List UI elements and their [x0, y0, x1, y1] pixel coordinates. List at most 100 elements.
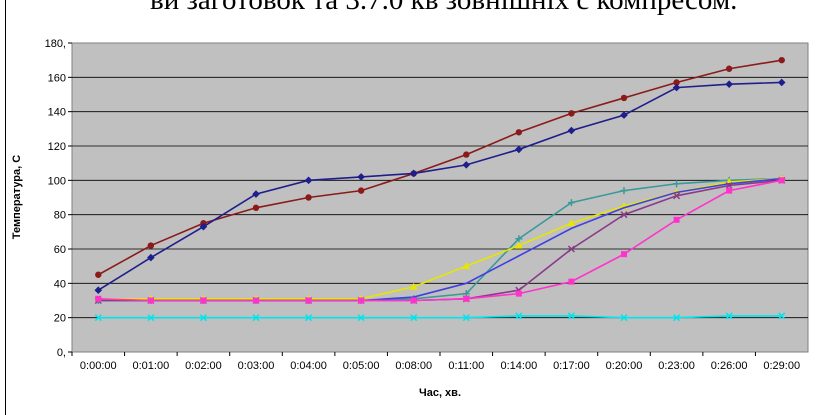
data-point	[515, 290, 522, 297]
x-tick-label: 0:29:00	[763, 360, 800, 372]
y-axis-title: Температура, С	[11, 155, 23, 239]
data-point	[725, 312, 733, 320]
data-point	[410, 314, 418, 322]
data-point	[305, 194, 312, 201]
x-tick-label: 0:00:00	[80, 360, 117, 372]
data-point	[147, 314, 155, 322]
data-point	[778, 177, 785, 184]
y-tick-label: 120	[48, 141, 66, 153]
x-tick-label: 0:05:00	[343, 360, 380, 372]
data-point	[94, 314, 102, 322]
data-point	[410, 297, 417, 304]
data-point	[462, 262, 471, 270]
data-point	[357, 173, 365, 181]
data-point	[94, 286, 103, 294]
data-point	[515, 241, 523, 249]
data-point	[462, 161, 471, 169]
data-point	[357, 314, 365, 322]
data-point	[515, 235, 523, 243]
data-point	[252, 204, 260, 211]
x-tick-labels: 0:00:00 0:01:00 0:02:00 0:03:00 0:04:00 0:05:…	[80, 360, 800, 372]
data-point	[621, 251, 627, 258]
data-point	[252, 190, 260, 198]
x-tick-label: 0:17:00	[553, 360, 590, 372]
series-group	[94, 56, 786, 322]
data-point	[778, 312, 786, 320]
data-point	[620, 94, 628, 102]
y-tick-label: 180,	[45, 38, 66, 50]
y-tick-label: 0,	[57, 347, 66, 359]
data-point	[515, 312, 523, 320]
header-text: ви заготовок та 3.7.0 кв зовнішніх с ком…	[150, 0, 738, 16]
y-tick-label: 80	[54, 210, 66, 222]
series-line	[98, 179, 782, 302]
data-point	[305, 297, 312, 304]
data-point	[199, 222, 208, 231]
data-point	[673, 180, 681, 188]
data-point	[95, 271, 102, 278]
data-point	[567, 312, 575, 320]
data-point	[357, 187, 365, 194]
x-tick-label: 0:26:00	[711, 360, 748, 372]
data-point	[252, 314, 260, 322]
data-point	[620, 187, 628, 195]
data-point	[620, 314, 628, 322]
data-point	[463, 295, 470, 302]
y-tick-label: 60	[54, 244, 66, 256]
series-line	[98, 315, 782, 319]
data-point	[726, 187, 733, 194]
data-point	[147, 297, 154, 304]
data-point	[725, 65, 733, 72]
data-point	[253, 297, 259, 304]
data-point	[305, 314, 313, 322]
data-point	[462, 314, 470, 322]
plot-area	[71, 42, 809, 353]
x-tick-label: 0:04:00	[290, 360, 327, 372]
data-point	[567, 199, 575, 207]
data-point	[568, 278, 575, 285]
x-axis-title: Час, хв.	[419, 387, 461, 399]
x-tick-label: 0:11:00	[448, 360, 484, 372]
data-point	[725, 80, 733, 88]
data-point	[673, 216, 680, 223]
data-point	[409, 169, 418, 178]
data-point	[463, 151, 470, 158]
x-tick-label: 0:01:00	[133, 360, 170, 372]
data-point	[777, 78, 786, 87]
data-point	[672, 83, 681, 92]
y-tick-label: 20	[54, 313, 66, 325]
x-tick-label: 0:23:00	[658, 360, 695, 372]
data-point	[567, 245, 575, 253]
x-tick-label: 0:08:00	[395, 360, 432, 372]
y-tick-labels: 0, 20 40 60 80 100 120 140 160 180,	[45, 38, 66, 359]
data-point	[199, 314, 207, 322]
data-point	[673, 314, 681, 322]
data-point	[515, 129, 523, 136]
x-tick-label: 0:14:00	[501, 360, 538, 372]
data-point	[673, 192, 681, 200]
x-tick-label: 0:20:00	[606, 360, 643, 372]
data-point	[95, 295, 102, 302]
data-point	[725, 181, 733, 190]
data-point	[620, 211, 628, 219]
y-tick-label: 140	[48, 107, 66, 119]
data-point	[567, 126, 576, 135]
x-tick-label: 0:03:00	[238, 360, 275, 372]
data-point	[515, 145, 523, 154]
data-point	[358, 297, 365, 304]
y-tick-label: 40	[54, 278, 66, 290]
data-point	[147, 242, 155, 249]
data-point	[620, 111, 628, 119]
data-point	[568, 110, 575, 117]
x-tick-label: 0:02:00	[185, 360, 222, 372]
data-point	[200, 297, 207, 304]
left-border-line	[5, 0, 6, 415]
data-point	[673, 79, 680, 86]
data-point	[147, 253, 155, 262]
data-point	[409, 282, 418, 290]
data-point	[567, 219, 576, 227]
data-point	[778, 56, 785, 64]
data-point	[304, 176, 313, 185]
y-tick-label: 100	[48, 175, 66, 187]
